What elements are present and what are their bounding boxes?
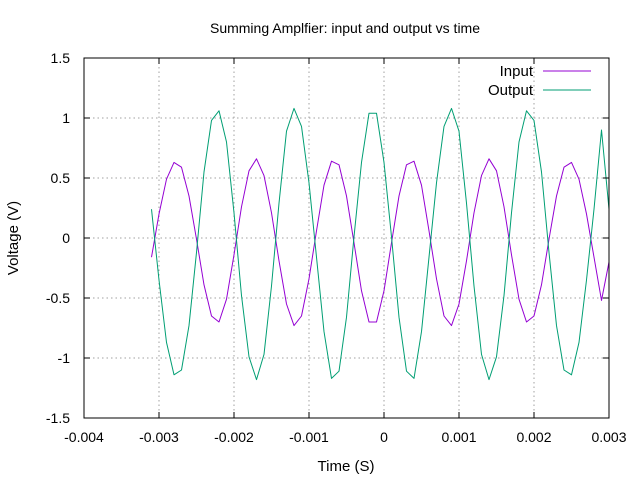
x-tick-label: -0.003 [139,429,179,445]
series-line-output [151,107,610,381]
series-line-input [151,158,610,327]
y-tick-label: -1 [58,350,71,366]
plot-series [151,107,610,381]
y-tick-label: 1 [62,110,70,126]
x-tick-label: 0 [380,429,388,445]
y-tick-label: 1.5 [51,50,71,66]
x-tick-label: -0.001 [289,429,329,445]
x-tick-label: 0.001 [441,429,476,445]
x-axis-label: Time (S) [318,458,375,475]
legend-label-output: Output [488,82,534,99]
x-tick-labels: -0.004 -0.003 -0.002 -0.001 0 0.001 0.002 0.003 [64,429,627,445]
axis-ticks [83,57,610,419]
y-axis-label: Voltage (V) [5,201,22,275]
grid-lines [84,58,609,418]
y-tick-label: -0.5 [46,290,70,306]
x-tick-label: -0.004 [64,429,104,445]
y-tick-labels: -1.5 -1 -0.5 0 0.5 1 1.5 [46,50,70,426]
legend: Input Output [488,63,591,99]
x-tick-label: 0.002 [516,429,551,445]
legend-label-input: Input [500,63,534,80]
y-tick-label: -1.5 [46,410,70,426]
x-tick-label: 0.003 [591,429,626,445]
y-tick-label: 0 [62,230,70,246]
chart-title: Summing Amplfier: input and output vs ti… [210,20,480,36]
y-tick-label: 0.5 [51,170,71,186]
x-tick-label: -0.002 [214,429,254,445]
